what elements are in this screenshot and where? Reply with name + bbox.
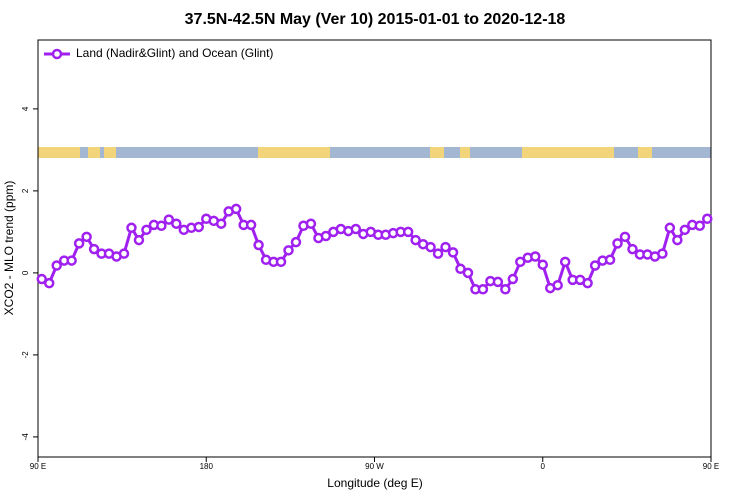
data-point bbox=[604, 254, 616, 266]
data-point bbox=[432, 248, 444, 259]
data-point bbox=[156, 220, 167, 231]
data-point bbox=[612, 238, 623, 249]
x-axis-label: Longitude (deg E) bbox=[327, 476, 422, 490]
data-point bbox=[171, 218, 182, 229]
data-point bbox=[126, 222, 137, 234]
y-tick-label: -4 bbox=[21, 433, 30, 441]
data-point bbox=[410, 234, 421, 246]
data-point bbox=[619, 231, 631, 243]
chart-title: 37.5N-42.5N May (Ver 10) 2015-01-01 to 2… bbox=[185, 11, 566, 28]
data-point bbox=[515, 256, 526, 268]
data-point bbox=[477, 284, 489, 295]
data-point bbox=[283, 245, 294, 256]
data-point bbox=[230, 203, 242, 215]
x-tick-label: 0 bbox=[541, 462, 546, 471]
legend-label: Land (Nadir&Glint) and Ocean (Glint) bbox=[76, 46, 273, 60]
data-point bbox=[320, 230, 332, 242]
data-point bbox=[402, 226, 414, 238]
data-point bbox=[462, 267, 474, 279]
data-point bbox=[36, 273, 47, 285]
data-point bbox=[73, 238, 85, 249]
data-point bbox=[492, 276, 504, 288]
data-point bbox=[290, 236, 302, 248]
data-point bbox=[275, 256, 287, 268]
y-tick-label: 0 bbox=[21, 270, 30, 275]
data-point bbox=[51, 260, 62, 271]
data-point bbox=[350, 223, 362, 235]
data-point bbox=[537, 259, 548, 270]
y-tick-label: 4 bbox=[21, 106, 30, 111]
data-point bbox=[425, 241, 436, 253]
data-point bbox=[679, 224, 691, 236]
data-point bbox=[500, 284, 511, 295]
data-point bbox=[440, 241, 451, 253]
data-point bbox=[141, 224, 152, 236]
data-line bbox=[41, 207, 709, 292]
y-axis-label: XCO2 - MLO trend (ppm) bbox=[2, 181, 16, 316]
data-point bbox=[694, 220, 706, 231]
data-point bbox=[253, 239, 264, 251]
x-tick-label: 90 W bbox=[365, 462, 384, 471]
data-point bbox=[657, 248, 668, 259]
data-point bbox=[305, 218, 317, 229]
data-point bbox=[559, 256, 571, 268]
data-point bbox=[81, 231, 92, 243]
land-ocean-strip bbox=[38, 147, 711, 158]
x-tick-label: 90 E bbox=[30, 462, 46, 471]
data-point bbox=[507, 273, 519, 285]
x-tick-label: 90 E bbox=[703, 462, 719, 471]
data-point bbox=[66, 255, 77, 266]
data-point bbox=[163, 214, 175, 225]
data-point bbox=[88, 243, 100, 255]
data-point bbox=[193, 221, 205, 233]
legend-marker bbox=[51, 48, 63, 60]
data-point bbox=[215, 218, 227, 229]
data-point bbox=[627, 243, 638, 255]
data-point bbox=[672, 234, 683, 246]
data-point bbox=[702, 213, 713, 225]
x-tick-label: 180 bbox=[200, 462, 214, 471]
data-point bbox=[530, 251, 541, 262]
data-point bbox=[447, 247, 459, 258]
data-point bbox=[455, 263, 466, 275]
y-tick-label: -2 bbox=[21, 351, 30, 359]
data-point bbox=[133, 234, 145, 246]
data-point bbox=[118, 248, 130, 259]
data-point bbox=[43, 277, 55, 289]
data-point bbox=[552, 279, 563, 291]
data-point bbox=[582, 277, 593, 289]
data-point bbox=[664, 222, 676, 234]
plot-frame bbox=[37, 39, 712, 458]
y-tick-label: 2 bbox=[21, 188, 30, 193]
data-point bbox=[589, 260, 601, 271]
data-point bbox=[245, 219, 257, 231]
